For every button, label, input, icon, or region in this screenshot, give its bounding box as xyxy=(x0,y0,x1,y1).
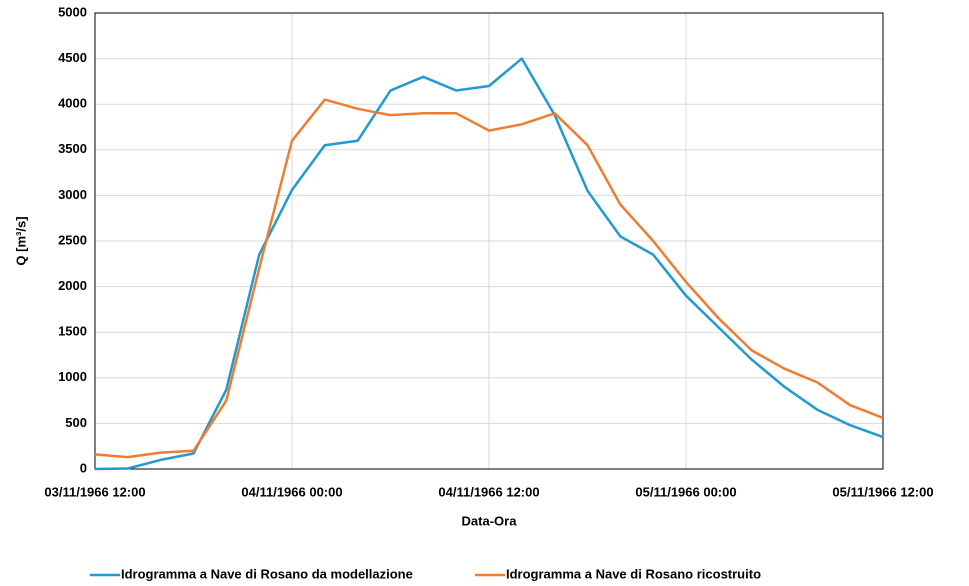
y-tick-label: 4500 xyxy=(58,50,87,65)
y-tick-label: 5000 xyxy=(58,4,87,19)
y-tick-label: 1000 xyxy=(58,369,87,384)
grid xyxy=(94,12,884,470)
x-tick-label: 03/11/1966 12:00 xyxy=(44,484,145,499)
x-tick-label: 04/11/1966 00:00 xyxy=(241,484,342,499)
x-tick-label: 05/11/1966 12:00 xyxy=(832,484,933,499)
y-tick-label: 3000 xyxy=(58,187,87,202)
legend-label: Idrogramma a Nave di Rosano ricostruito xyxy=(506,566,761,581)
series-line xyxy=(94,98,884,459)
y-tick-label: 4000 xyxy=(58,96,87,111)
x-tick-label: 04/11/1966 12:00 xyxy=(438,484,539,499)
x-axis-label: Data-Ora xyxy=(462,513,518,528)
y-tick-label: 1500 xyxy=(58,324,87,339)
y-tick-label: 500 xyxy=(65,415,87,430)
plot-frame xyxy=(94,12,884,470)
series-line xyxy=(94,57,884,471)
y-axis-label: Q [m³/s] xyxy=(13,216,28,265)
legend-label: Idrogramma a Nave di Rosano da modellazi… xyxy=(121,566,413,581)
y-tick-label: 3500 xyxy=(58,141,87,156)
x-tick-label: 05/11/1966 00:00 xyxy=(635,484,736,499)
y-tick-label: 0 xyxy=(80,460,87,475)
y-tick-label: 2500 xyxy=(58,232,87,247)
y-tick-label: 2000 xyxy=(58,278,87,293)
